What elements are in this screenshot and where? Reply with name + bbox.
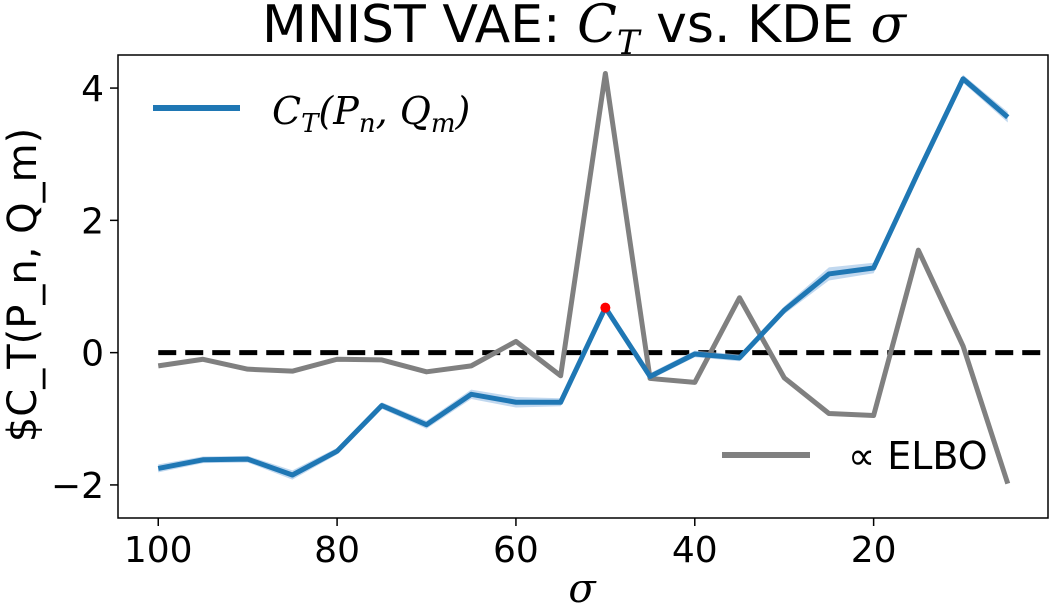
x-tick-label: 40 (672, 530, 718, 571)
y-axis-label: $C_T(P_n, Q_m) (0, 128, 46, 442)
plot-data (157, 71, 1048, 485)
x-axis-label: σ (568, 566, 597, 611)
ct-highlight-point (600, 302, 611, 313)
legend-ct: CT(Pn, Qm) (153, 89, 470, 139)
x-tick-label: 60 (493, 530, 539, 571)
x-tick-label: 100 (124, 530, 193, 571)
y-tick-label: −2 (51, 466, 104, 507)
chart-title: MNIST VAE: CT vs. KDE σ (262, 0, 908, 63)
elbo-series-line (157, 71, 1011, 485)
ct-series-line (157, 76, 1010, 478)
legend-ct-label: CT(Pn, Qm) (272, 89, 470, 139)
plot-area: 100 80 60 40 20 −2 0 2 4 (51, 54, 1049, 571)
x-tick-label: 20 (851, 530, 897, 571)
x-tick-label: 80 (314, 530, 360, 571)
legend-elbo-label: ∝ ELBO (848, 434, 988, 478)
y-tick-label: 0 (81, 334, 104, 375)
plot-frame (117, 54, 1049, 519)
ct-uncertainty-band (158, 74, 1008, 480)
y-tick-label: 4 (81, 69, 104, 110)
y-tick-label: 2 (81, 201, 104, 242)
legend-elbo: ∝ ELBO (722, 434, 988, 478)
